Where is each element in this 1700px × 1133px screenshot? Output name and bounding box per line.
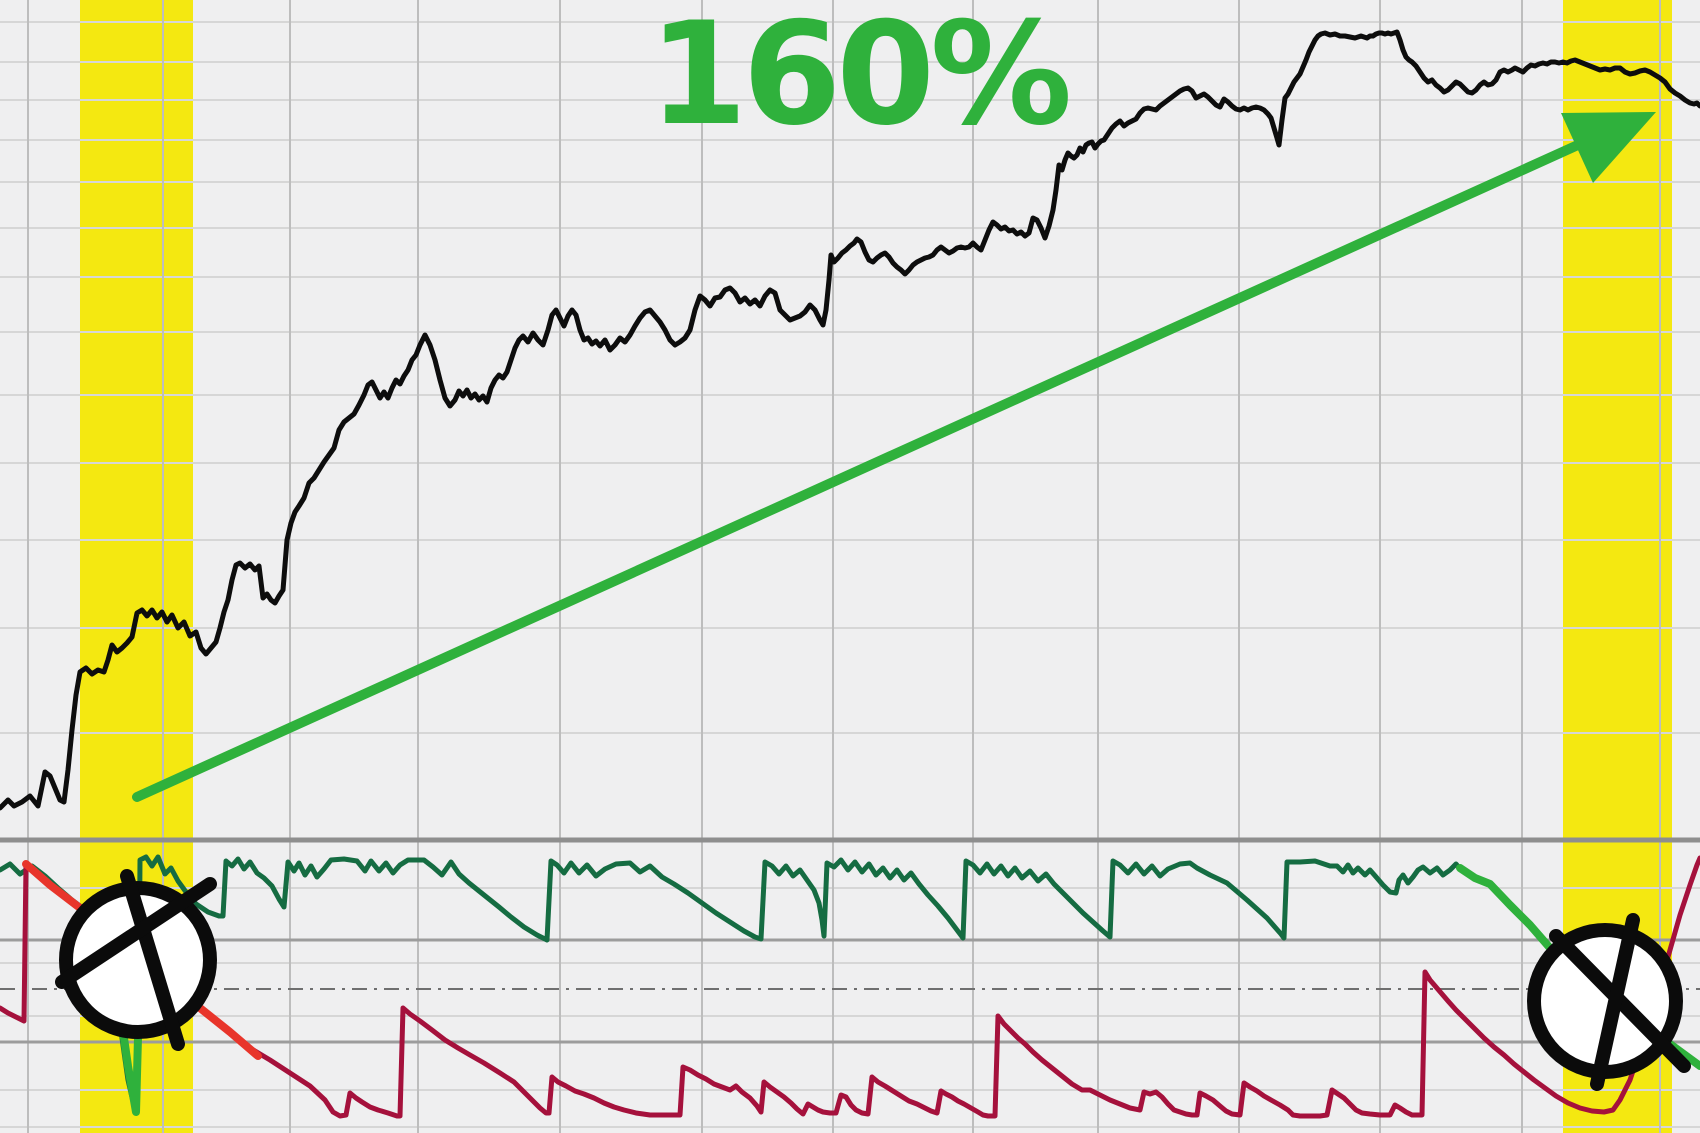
trend-arrow-layer [132, 112, 1656, 802]
prohibition-marker [55, 869, 217, 1051]
drawdown-depth-red [0, 855, 1700, 1119]
prohibition-marker [1527, 913, 1691, 1091]
prohibition-cross-stroke [55, 877, 217, 989]
trend-arrow-shaft [132, 130, 1605, 802]
prohibition-cross-stroke [1590, 913, 1640, 1091]
series-layer [0, 29, 1700, 1119]
price-line [0, 29, 1700, 811]
gain-percentage-label: 160% [648, 0, 1073, 157]
prohibition-circle [59, 881, 217, 1039]
prohibition-markers-layer [55, 869, 1691, 1091]
prohibition-cross-stroke [120, 869, 185, 1051]
trend-arrow-head [1561, 112, 1656, 183]
drawdown-duration-green [0, 854, 1464, 1116]
